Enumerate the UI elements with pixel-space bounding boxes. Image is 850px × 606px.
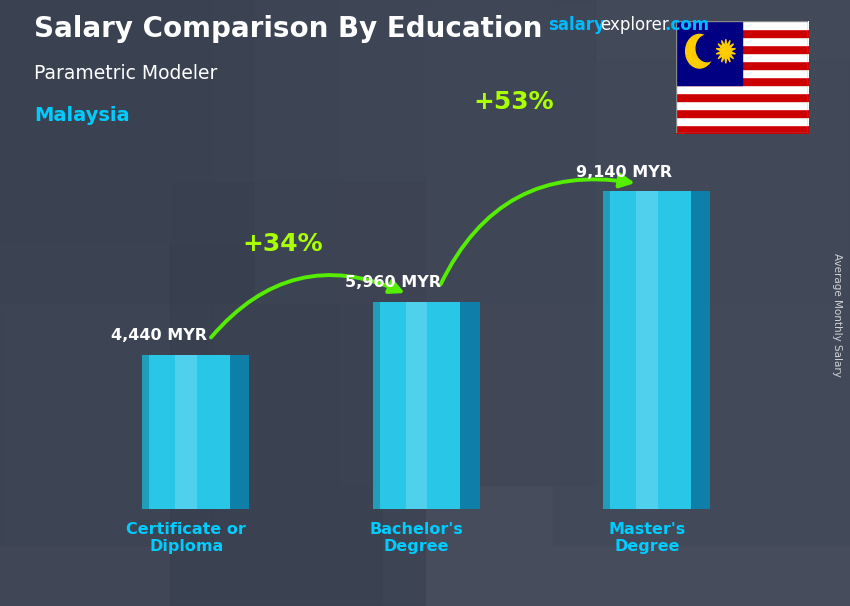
- Polygon shape: [143, 355, 230, 509]
- Text: Certificate or
Diploma: Certificate or Diploma: [127, 522, 246, 554]
- Polygon shape: [373, 302, 380, 509]
- Polygon shape: [603, 191, 690, 509]
- Polygon shape: [0, 0, 212, 545]
- Polygon shape: [636, 191, 658, 509]
- Text: .com: .com: [665, 16, 710, 34]
- Text: Malaysia: Malaysia: [34, 106, 129, 125]
- Text: +53%: +53%: [473, 90, 553, 114]
- Polygon shape: [170, 182, 425, 606]
- Text: Salary Comparison By Education: Salary Comparison By Education: [34, 15, 542, 43]
- Polygon shape: [143, 355, 150, 509]
- Text: 5,960 MYR: 5,960 MYR: [345, 275, 441, 290]
- Polygon shape: [0, 0, 382, 606]
- Polygon shape: [0, 0, 340, 242]
- Polygon shape: [175, 355, 197, 509]
- Text: salary: salary: [548, 16, 605, 34]
- Text: 9,140 MYR: 9,140 MYR: [575, 165, 672, 180]
- Text: Parametric Modeler: Parametric Modeler: [34, 64, 218, 82]
- Polygon shape: [425, 0, 850, 303]
- Polygon shape: [460, 302, 479, 509]
- Text: 4,440 MYR: 4,440 MYR: [110, 328, 207, 344]
- Text: Master's
Degree: Master's Degree: [609, 522, 685, 554]
- Polygon shape: [0, 0, 425, 303]
- Polygon shape: [373, 302, 460, 509]
- Text: +34%: +34%: [242, 231, 323, 256]
- Polygon shape: [676, 21, 741, 85]
- Polygon shape: [382, 0, 850, 606]
- Polygon shape: [340, 0, 595, 485]
- Polygon shape: [603, 191, 610, 509]
- Polygon shape: [690, 191, 710, 509]
- Circle shape: [696, 35, 718, 62]
- Polygon shape: [230, 355, 249, 509]
- Text: Average Monthly Salary: Average Monthly Salary: [832, 253, 842, 377]
- Polygon shape: [255, 0, 552, 303]
- Polygon shape: [717, 39, 735, 63]
- FancyArrowPatch shape: [211, 275, 400, 338]
- Text: Bachelor's
Degree: Bachelor's Degree: [370, 522, 463, 554]
- Circle shape: [686, 35, 713, 68]
- Polygon shape: [405, 302, 428, 509]
- Polygon shape: [552, 61, 850, 545]
- FancyArrowPatch shape: [441, 175, 631, 284]
- Text: explorer: explorer: [600, 16, 669, 34]
